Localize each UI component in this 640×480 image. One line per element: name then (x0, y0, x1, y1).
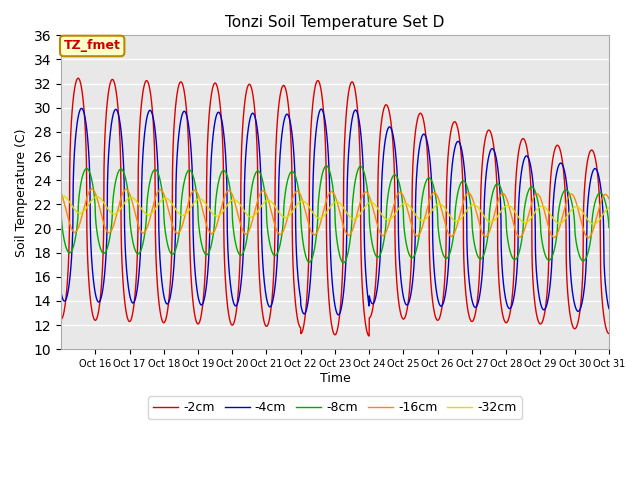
-4cm (605, 306, 612, 312)
-8cm (57, 207, 65, 213)
-2cm (406, 289, 413, 295)
-4cm (489, 146, 497, 152)
-8cm (605, 225, 612, 230)
-16cm (405, 214, 413, 219)
-16cm (488, 219, 496, 225)
-8cm (170, 251, 177, 257)
Line: -4cm: -4cm (61, 108, 609, 315)
-2cm (57, 316, 65, 322)
-8cm (522, 199, 529, 205)
-8cm (323, 163, 330, 169)
-2cm (522, 139, 529, 145)
Text: TZ_fmet: TZ_fmet (64, 39, 121, 52)
-32cm (59, 193, 67, 199)
-4cm (335, 312, 342, 318)
-4cm (170, 270, 177, 276)
-4cm (522, 154, 529, 159)
-32cm (57, 193, 65, 199)
-32cm (454, 218, 461, 224)
-16cm (170, 225, 177, 230)
-4cm (454, 139, 461, 144)
X-axis label: Time: Time (319, 372, 350, 385)
Legend: -2cm, -4cm, -8cm, -16cm, -32cm: -2cm, -4cm, -8cm, -16cm, -32cm (148, 396, 522, 420)
-16cm (57, 190, 65, 196)
Y-axis label: Soil Temperature (C): Soil Temperature (C) (15, 128, 28, 257)
-8cm (599, 193, 607, 199)
-8cm (489, 190, 497, 196)
-2cm (454, 125, 461, 131)
-16cm (88, 186, 96, 192)
-2cm (605, 331, 612, 336)
-32cm (522, 220, 529, 226)
Line: -16cm: -16cm (61, 189, 609, 238)
Title: Tonzi Soil Temperature Set D: Tonzi Soil Temperature Set D (225, 15, 445, 30)
Line: -8cm: -8cm (61, 166, 609, 263)
-32cm (405, 203, 413, 208)
-32cm (170, 203, 177, 209)
Line: -2cm: -2cm (61, 78, 609, 336)
-4cm (57, 289, 65, 295)
-16cm (605, 196, 612, 202)
-2cm (489, 136, 497, 142)
-2cm (74, 75, 82, 81)
-8cm (406, 252, 413, 258)
-16cm (584, 235, 592, 240)
-8cm (340, 260, 348, 265)
-32cm (605, 205, 612, 211)
-2cm (170, 137, 177, 143)
-32cm (488, 219, 496, 225)
-16cm (522, 224, 529, 230)
Line: -32cm: -32cm (61, 196, 609, 224)
-8cm (454, 191, 461, 196)
-32cm (599, 211, 607, 217)
-32cm (589, 221, 597, 227)
-4cm (77, 106, 85, 111)
-4cm (599, 211, 607, 216)
-16cm (599, 193, 607, 199)
-2cm (365, 333, 373, 339)
-16cm (454, 221, 461, 227)
-2cm (599, 307, 607, 312)
-4cm (406, 298, 413, 304)
